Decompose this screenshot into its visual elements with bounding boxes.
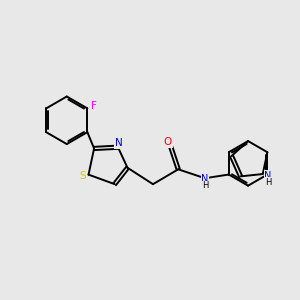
Text: N: N: [115, 138, 122, 148]
Text: N: N: [201, 174, 209, 184]
Text: S: S: [79, 171, 86, 181]
Text: N: N: [264, 170, 272, 181]
Text: O: O: [164, 137, 172, 147]
Text: H: H: [202, 182, 208, 190]
Text: F: F: [91, 101, 97, 111]
Text: H: H: [265, 178, 271, 187]
